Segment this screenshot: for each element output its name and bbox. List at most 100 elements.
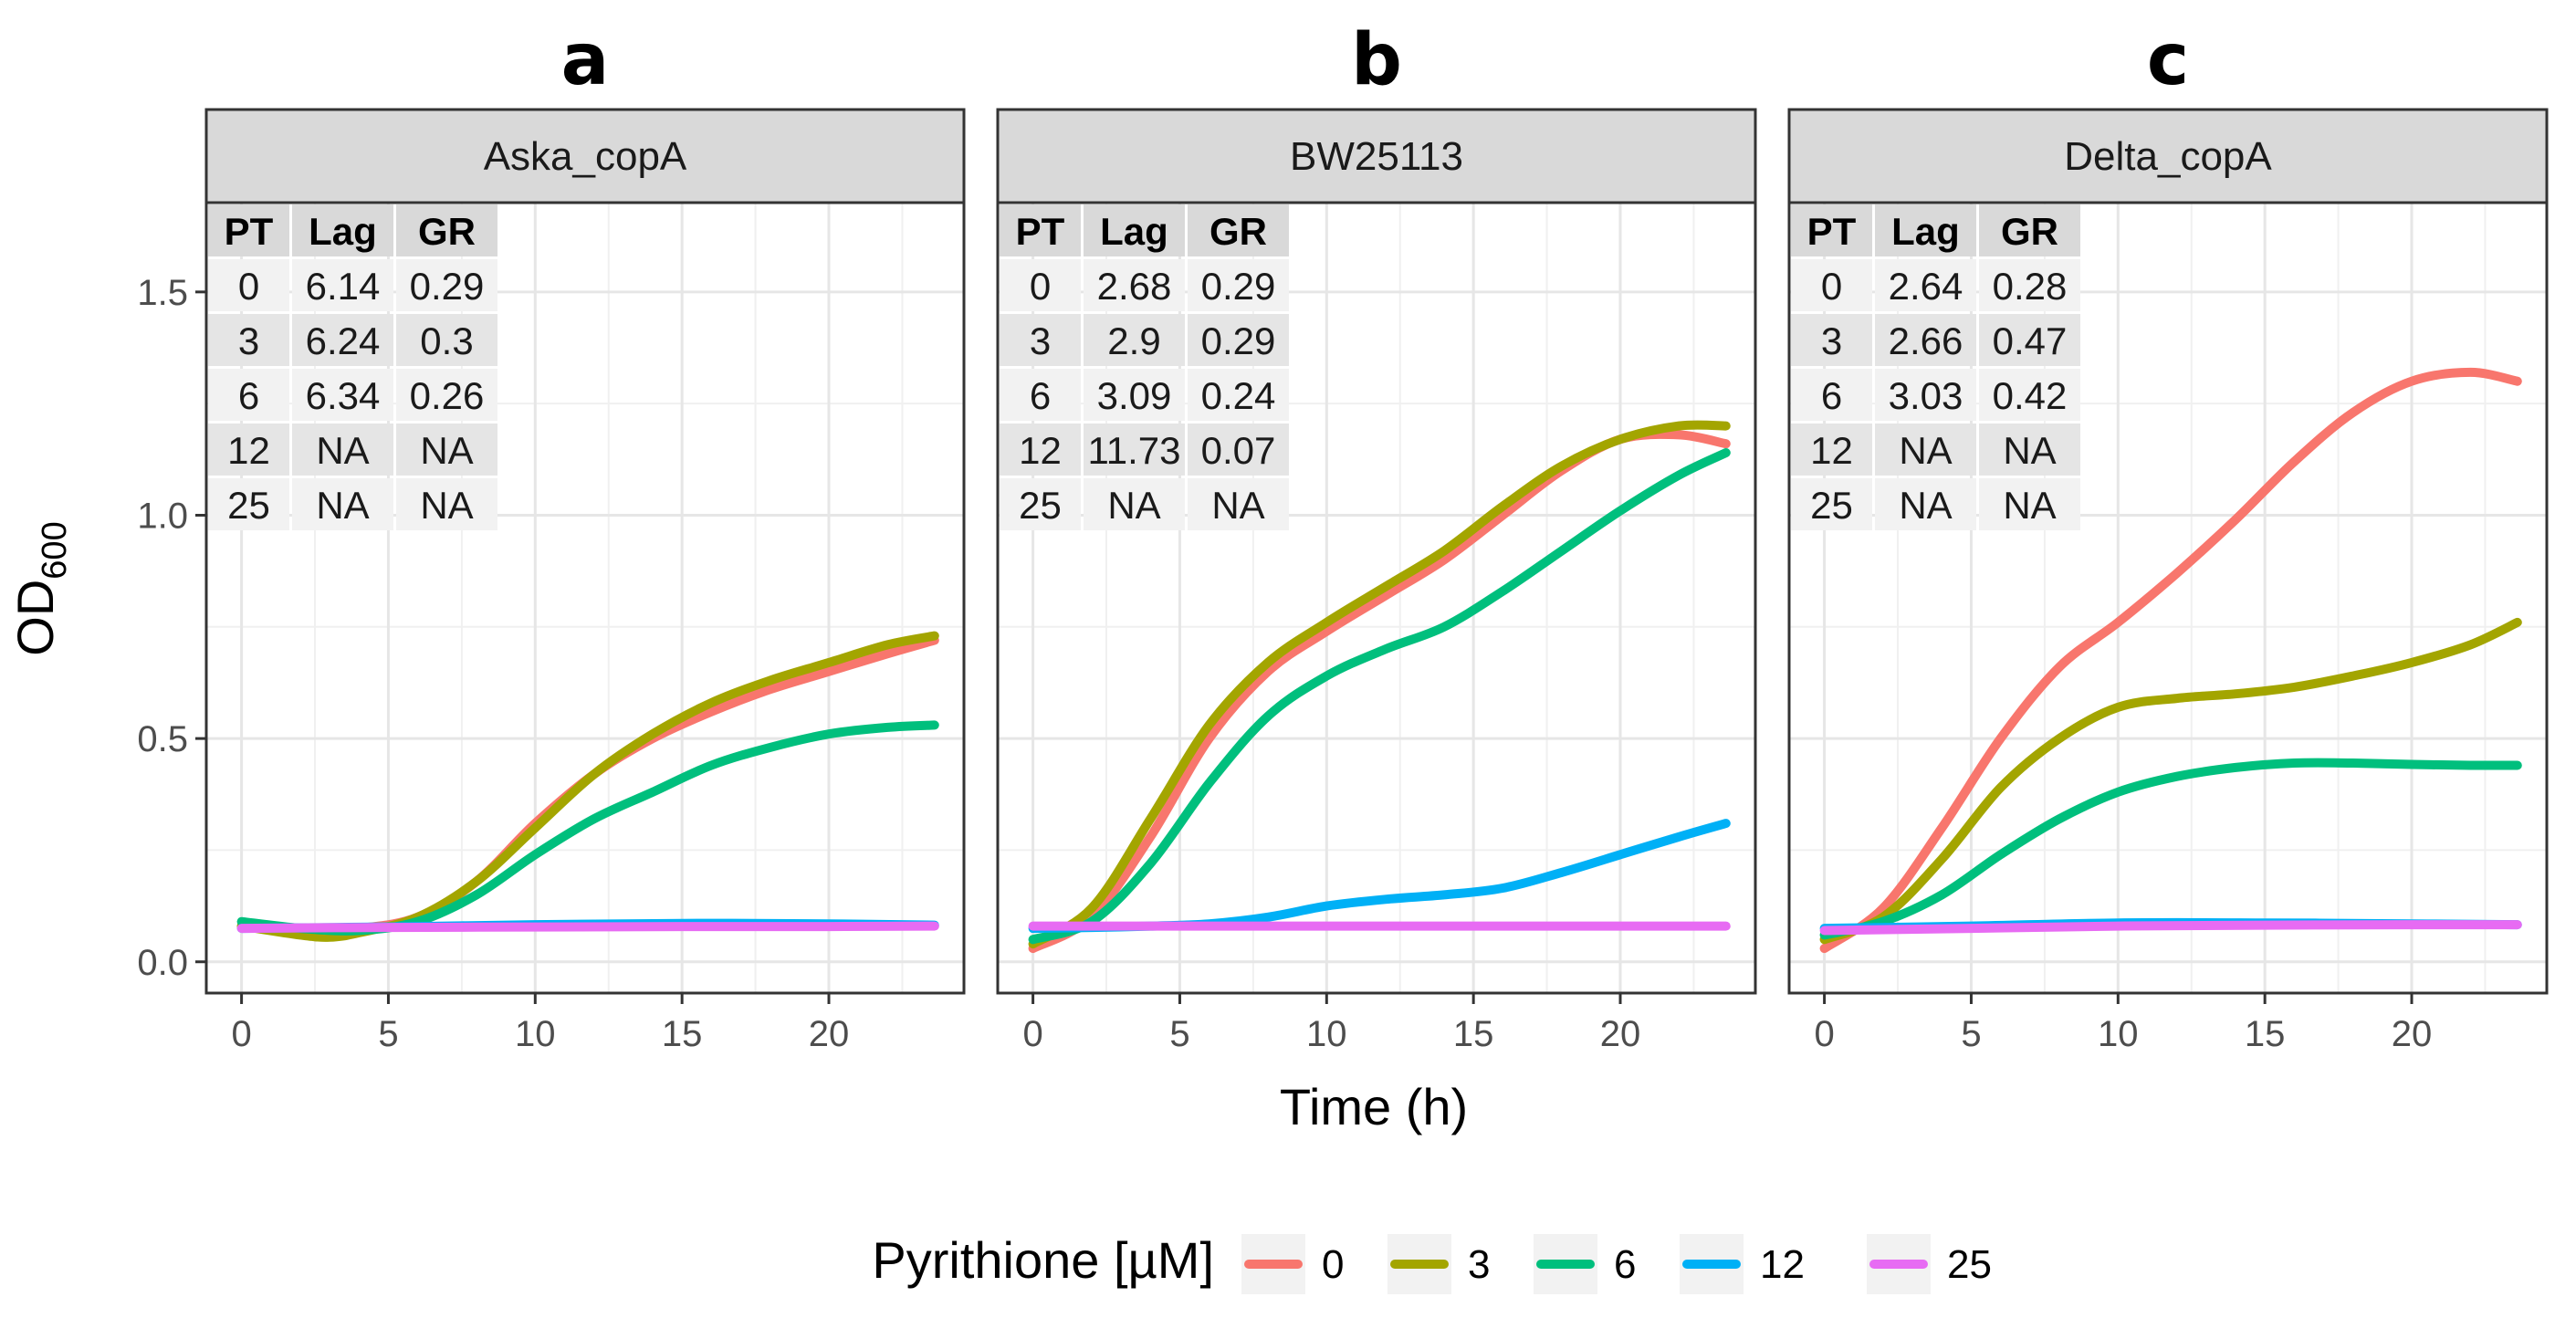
stats-table: PT Lag GR 0 2.64 0.28 3 2.66 0.47 6 3.03 0.42 12 NA NA…	[1791, 204, 2080, 530]
table-cell: NA	[420, 429, 473, 472]
table-header-pt: PT	[1807, 210, 1857, 253]
table-header-cell-bg	[1875, 204, 1976, 256]
table-header-pt: PT	[225, 210, 274, 253]
table-cell-bg	[292, 369, 393, 421]
table-cell: 2.68	[1097, 265, 1172, 308]
table-cell-bg	[208, 369, 289, 421]
table-cell: 0.47	[1993, 319, 2068, 362]
table-cell: 3.09	[1097, 374, 1172, 417]
table-cell-bg	[1875, 424, 1976, 476]
facet-strip-label: Aska_copA	[484, 134, 687, 179]
table-cell: 6.14	[306, 265, 381, 308]
table-cell-bg	[1979, 369, 2080, 421]
table-cell-bg	[1084, 369, 1185, 421]
table-cell-bg	[1979, 314, 2080, 366]
table-cell-bg	[1791, 478, 1872, 530]
table-cell-bg	[1188, 424, 1289, 476]
legend-title: Pyrithione [µM]	[872, 1231, 1214, 1289]
table-cell-bg	[292, 424, 393, 476]
table-header-cell-bg	[1791, 204, 1872, 256]
stats-table: PT Lag GR 0 6.14 0.29 3 6.24 0.3 6 6.34 0.26 12 NA NA 2…	[208, 204, 497, 530]
x-tick-label: 5	[1169, 1014, 1189, 1054]
series-line-25	[236, 921, 939, 934]
table-cell: NA	[2003, 429, 2056, 472]
x-tick-label: 20	[809, 1014, 850, 1054]
table-cell-bg	[1979, 259, 2080, 311]
table-cell-bg	[1979, 478, 2080, 530]
y-tick-label: 0.0	[137, 943, 188, 983]
x-tick-label: 20	[1600, 1014, 1641, 1054]
table-cell: 12	[227, 429, 270, 472]
table-cell: 0.42	[1993, 374, 2068, 417]
table-cell: 6	[1030, 374, 1051, 417]
table-cell: 3	[1821, 319, 1842, 362]
table-cell-bg	[1188, 259, 1289, 311]
table-cell-bg	[292, 314, 393, 366]
table-cell-bg	[1000, 314, 1081, 366]
table-cell: 25	[1019, 484, 1062, 527]
legend-label-3: 3	[1468, 1242, 1490, 1287]
table-cell-bg	[208, 259, 289, 311]
table-cell: 6	[238, 374, 259, 417]
legend-label-25: 25	[1947, 1242, 1992, 1287]
panels-layer: a PT Lag GR 0 6.14 0.29 3 6.24 0.3 6 6.34 0.26 12 NA NA…	[137, 19, 2549, 1054]
table-cell: 12	[1810, 429, 1853, 472]
table-cell-bg	[1791, 369, 1872, 421]
table-cell: 3.03	[1889, 374, 1963, 417]
x-tick-label: 5	[1961, 1014, 1981, 1054]
table-cell: 0.24	[1201, 374, 1276, 417]
legend: Pyrithione [µM] 0 3 6 12 25	[872, 1231, 1992, 1294]
table-cell: 0	[238, 265, 259, 308]
table-cell-bg	[1188, 478, 1289, 530]
table-cell-bg	[396, 424, 497, 476]
x-tick-label: 20	[2392, 1014, 2433, 1054]
table-cell: 3	[238, 319, 259, 362]
panel-a: a PT Lag GR 0 6.14 0.29 3 6.24 0.3 6 6.34 0.26 12 NA NA…	[137, 19, 966, 1054]
table-cell-bg	[1791, 259, 1872, 311]
table-header-cell-bg	[292, 204, 393, 256]
facet-strip	[204, 108, 966, 204]
series-line-3	[236, 631, 939, 942]
table-cell-bg	[1875, 369, 1976, 421]
table-cell: 6.34	[306, 374, 381, 417]
table-cell: NA	[2003, 484, 2056, 527]
stats-table: PT Lag GR 0 2.68 0.29 3 2.9 0.29 6 3.09 0.24 12 11.73…	[1000, 204, 1289, 530]
table-cell-bg	[1084, 478, 1185, 530]
table-cell-bg	[208, 314, 289, 366]
y-tick-label: 1.0	[137, 496, 188, 536]
y-axis-title-subscript: 600	[36, 521, 74, 579]
table-cell: 12	[1019, 429, 1062, 472]
table-header-cell-bg	[1000, 204, 1081, 256]
facet-strip	[996, 108, 1757, 204]
table-cell: 25	[227, 484, 270, 527]
series-line-3	[1028, 420, 1731, 949]
table-cell-bg	[1188, 314, 1289, 366]
x-tick-label: 15	[1453, 1014, 1494, 1054]
table-cell-bg	[1000, 478, 1081, 530]
table-cell: 0.29	[1201, 265, 1276, 308]
table-cell-bg	[1875, 478, 1976, 530]
table-cell: 0	[1030, 265, 1051, 308]
series-line-6	[1028, 448, 1731, 945]
table-cell: 0.3	[420, 319, 473, 362]
table-cell-bg	[1000, 259, 1081, 311]
table-cell-bg	[1791, 314, 1872, 366]
table-cell: NA	[316, 484, 369, 527]
panel-title: a	[561, 19, 610, 101]
table-cell: 2.66	[1889, 319, 1963, 362]
facet-strip	[1787, 108, 2549, 204]
table-cell: 0.29	[410, 265, 485, 308]
table-cell: 0.07	[1201, 429, 1276, 472]
x-axis-title: Time (h)	[1280, 1078, 1468, 1135]
table-header-gr: GR	[2001, 210, 2058, 253]
table-header-lag: Lag	[1100, 210, 1168, 253]
table-cell: 2.64	[1889, 265, 1963, 308]
table-header-cell-bg	[1979, 204, 2080, 256]
table-cell: 0.26	[410, 374, 485, 417]
table-header-gr: GR	[1209, 210, 1267, 253]
x-tick-label: 10	[2098, 1014, 2139, 1054]
table-header-cell-bg	[1084, 204, 1185, 256]
table-header-gr: GR	[418, 210, 476, 253]
y-tick-label: 1.5	[137, 273, 188, 313]
